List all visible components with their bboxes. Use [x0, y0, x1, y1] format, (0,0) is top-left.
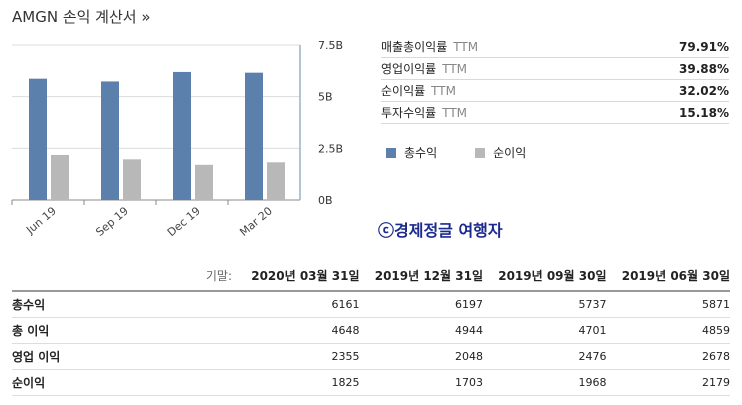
table-cell: 6161: [236, 291, 360, 318]
table-cell: 1825: [236, 369, 360, 396]
ratio-row: 영업이익률 TTM 39.88%: [381, 58, 729, 80]
x-tick-label: Jun 19: [23, 204, 59, 237]
ratio-ttm: TTM: [453, 40, 479, 54]
ratio-value: 39.88%: [679, 61, 729, 76]
ratio-value: 32.02%: [679, 83, 729, 98]
row-label: 순이익: [12, 369, 236, 396]
bar-net-income: [51, 154, 69, 200]
ratio-label: 매출총이익률: [381, 40, 448, 54]
ratio-value: 79.91%: [679, 39, 729, 54]
y-tick-label: 0B: [318, 194, 333, 207]
table-row: 영업 이익 2355 2048 2476 2678: [12, 343, 730, 370]
table-cell: 5737: [483, 291, 607, 318]
bar-net-income: [123, 159, 141, 200]
table-cell: 2476: [483, 343, 607, 370]
table-cell: 4701: [483, 317, 607, 344]
legend-swatch-net-income: [475, 147, 486, 158]
table-header-row: 기말: 2020년 03월 31일 2019년 12월 31일 2019년 09…: [12, 262, 730, 291]
legend-swatch-revenue: [386, 147, 396, 158]
column-header: 2020년 03월 31일: [251, 269, 360, 283]
table-cell: 4859: [606, 317, 730, 344]
income-table: 기말: 2020년 03월 31일 2019년 12월 31일 2019년 09…: [12, 262, 730, 396]
table-row: 총 이익 4648 4944 4701 4859: [12, 317, 730, 344]
period-end-label: 기말:: [205, 269, 232, 283]
bar-revenue: [29, 78, 47, 200]
ratio-label: 순이익률: [381, 84, 426, 98]
legend-label-net-income: 순이익: [493, 146, 527, 160]
x-tick-label: Mar 20: [237, 204, 275, 239]
row-label: 총수익: [12, 291, 236, 318]
ratio-ttm: TTM: [431, 84, 456, 98]
ratio-ttm: TTM: [442, 106, 468, 120]
table-cell: 2678: [606, 343, 730, 370]
table-row: 총수익 6161 6197 5737 5871: [12, 291, 730, 318]
table-cell: 4944: [359, 317, 483, 344]
ratio-label: 투자수익률: [381, 106, 437, 120]
ratio-row: 순이익률 TTM 32.02%: [381, 80, 729, 102]
ratio-ttm: TTM: [442, 62, 468, 76]
table-row: 순이익 1825 1703 1968 2179: [12, 369, 730, 396]
table-cell: 6197: [359, 291, 483, 318]
legend-item-revenue[interactable]: 총수익: [386, 144, 437, 161]
watermark: ⓒ경제정글 여행자: [378, 221, 503, 240]
column-header: 2019년 09월 30일: [498, 269, 607, 283]
ratio-row: 투자수익률 TTM 15.18%: [381, 102, 729, 124]
bar-net-income: [267, 162, 285, 200]
income-bar-chart: 0B 2.5B 5B 7.5B Jun 19 Sep 19 Dec 19 Mar 20: [11, 39, 343, 239]
bar-revenue: [173, 71, 191, 200]
ratio-row: 매출총이익률 TTM 79.91%: [381, 36, 729, 58]
x-tick-label: Sep 19: [93, 204, 131, 239]
bar-revenue: [245, 72, 263, 200]
y-tick-label: 5B: [318, 91, 333, 104]
table-cell: 5871: [606, 291, 730, 318]
ratio-list: 매출총이익률 TTM 79.91% 영업이익률 TTM 39.88% 순이익률 TTM…: [381, 36, 729, 124]
page-title[interactable]: AMGN 손익 계산서 »: [12, 8, 151, 26]
table-cell: 2355: [236, 343, 360, 370]
bar-revenue: [101, 81, 119, 200]
x-tick-label: Dec 19: [165, 204, 203, 239]
y-tick-label: 7.5B: [318, 39, 343, 52]
legend-item-net-income[interactable]: 순이익: [475, 144, 526, 161]
row-label: 영업 이익: [12, 343, 236, 370]
ratio-value: 15.18%: [679, 105, 729, 120]
table-cell: 4648: [236, 317, 360, 344]
ratio-label: 영업이익률: [381, 62, 437, 76]
legend-label-revenue: 총수익: [404, 146, 438, 160]
table-cell: 1703: [359, 369, 483, 396]
column-header: 2019년 06월 30일: [621, 269, 730, 283]
bar-net-income: [195, 164, 213, 200]
table-cell: 2048: [359, 343, 483, 370]
row-label: 총 이익: [12, 317, 236, 344]
y-tick-label: 2.5B: [318, 142, 343, 155]
table-cell: 2179: [606, 369, 730, 396]
table-cell: 1968: [483, 369, 607, 396]
column-header: 2019년 12월 31일: [374, 269, 483, 283]
chart-legend: 총수익 순이익: [386, 144, 526, 161]
